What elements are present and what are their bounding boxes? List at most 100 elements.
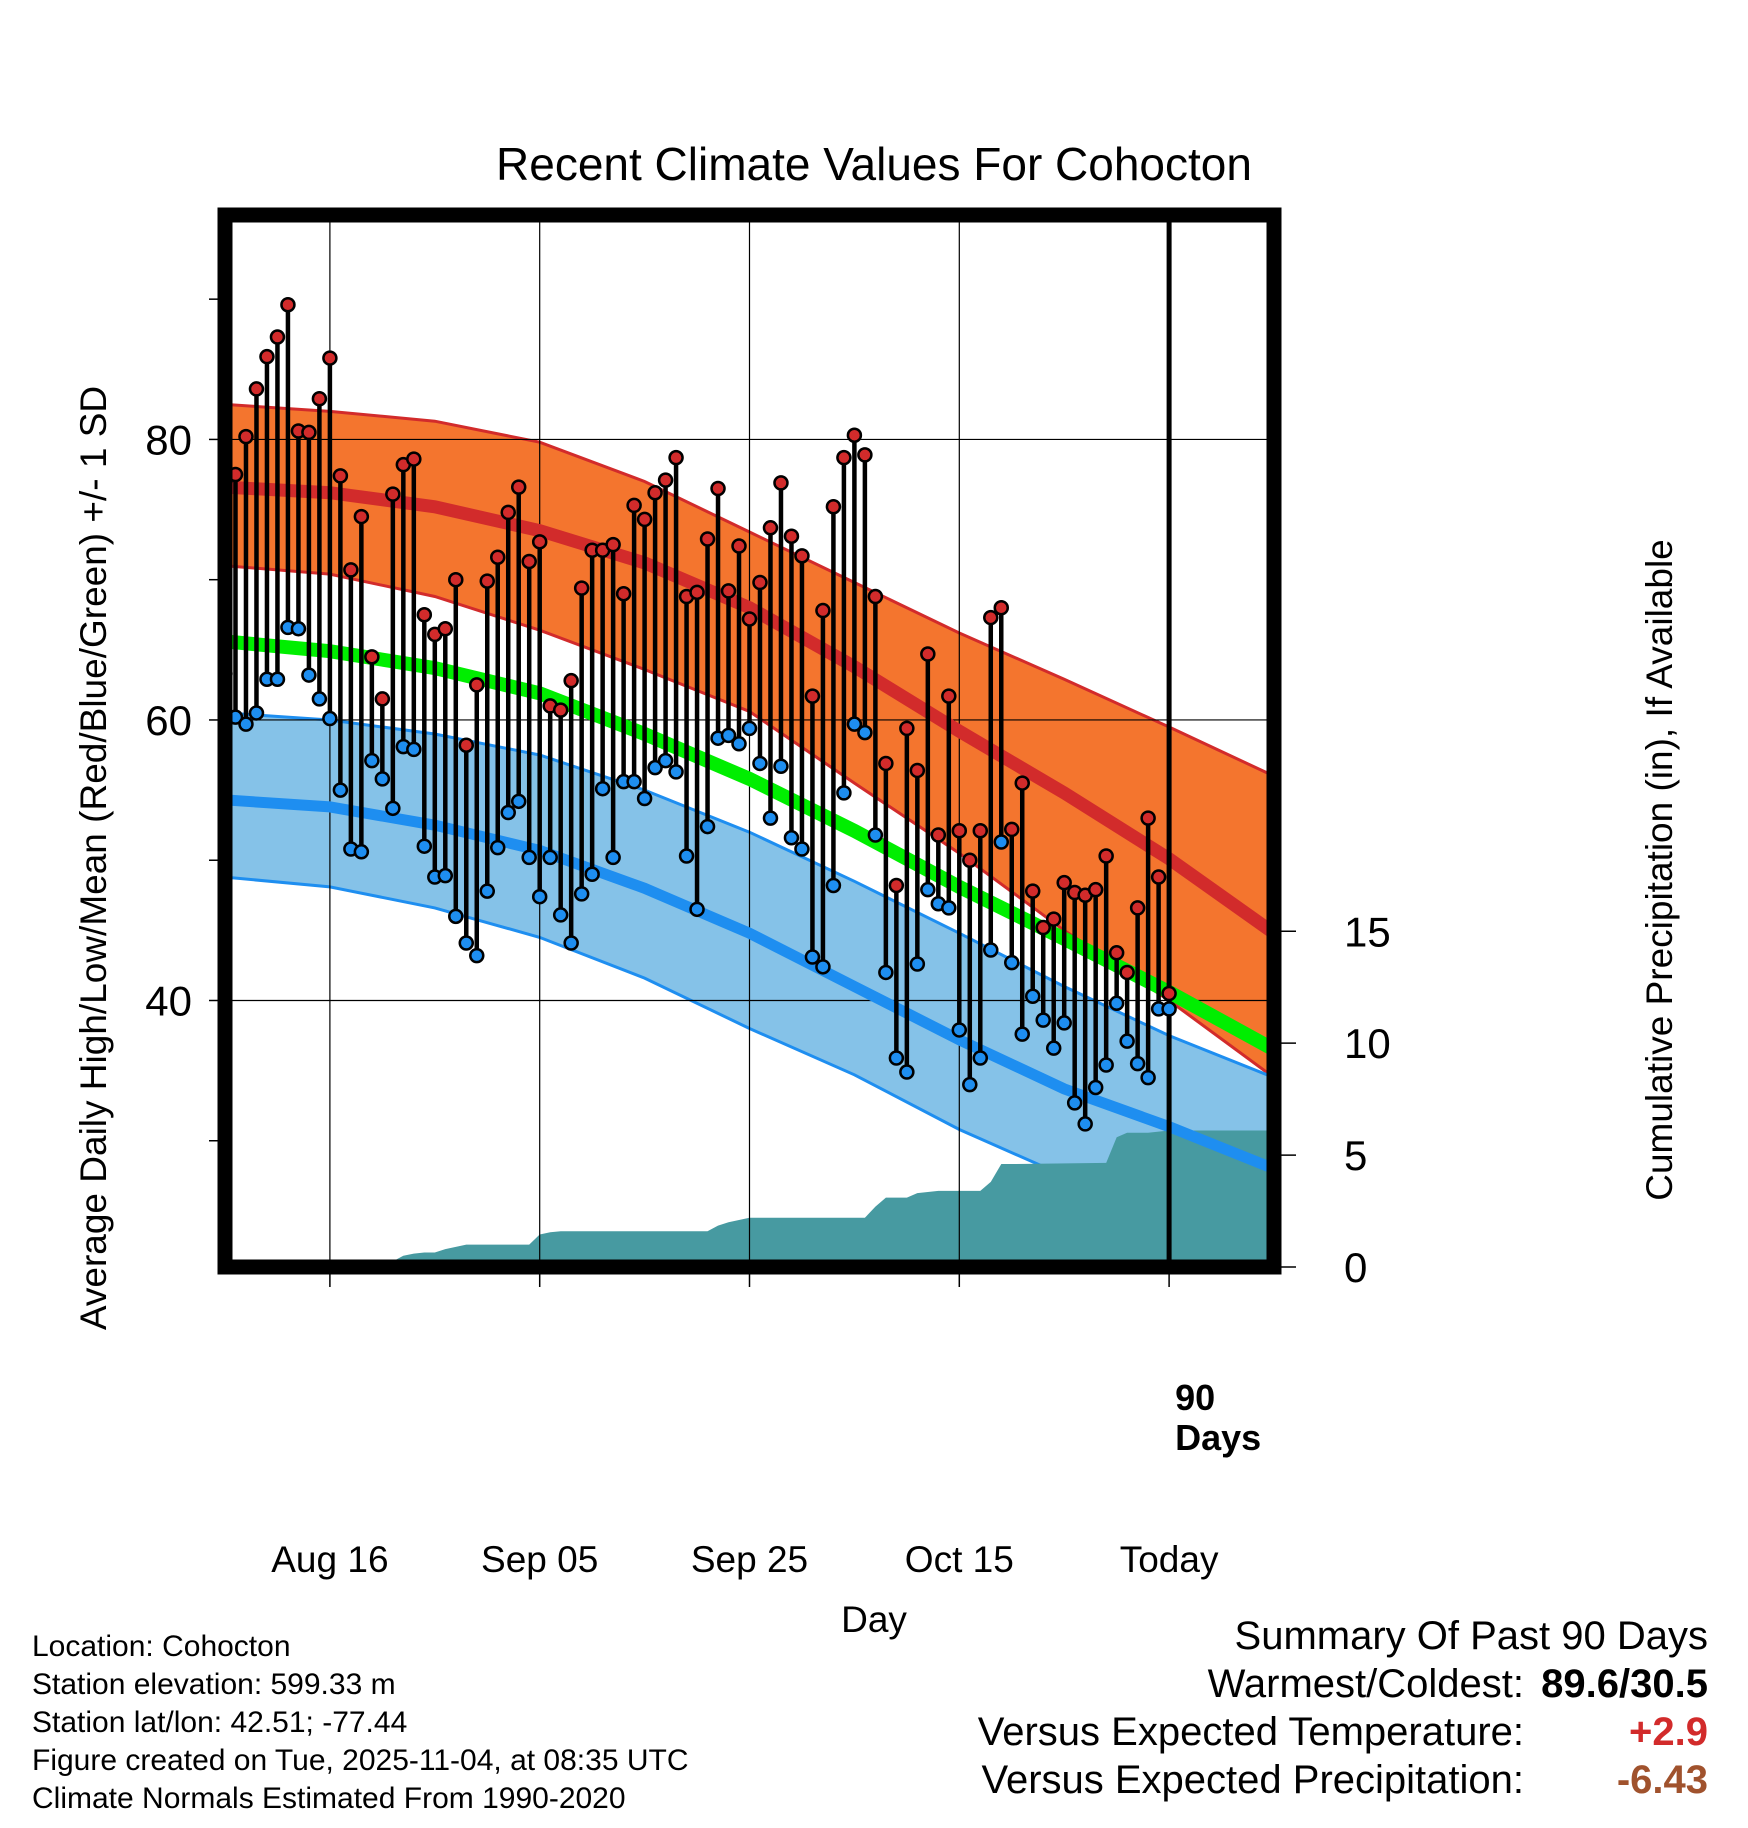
daily-high-marker [416, 607, 433, 623]
daily-high-marker [353, 508, 370, 525]
daily-high-marker [752, 574, 768, 591]
daily-low-marker [1056, 1015, 1072, 1031]
daily-high-marker [458, 737, 475, 753]
x-axis-label: Day [841, 1599, 907, 1640]
daily-high-marker [699, 531, 716, 547]
daily-high-marker [920, 646, 936, 662]
daily-low-marker [920, 881, 936, 898]
daily-high-marker [332, 468, 349, 484]
daily-low-marker [248, 705, 265, 721]
summary-precipitation: Versus Expected Precipitation: -6.43 [808, 1756, 1708, 1804]
daily-low-marker [731, 736, 747, 752]
daily-high-marker [762, 520, 779, 536]
daily-high-marker [259, 348, 275, 365]
daily-high-marker [668, 449, 684, 466]
daily-low-marker [888, 1050, 905, 1066]
daily-high-marker [269, 329, 286, 345]
daily-high-marker [825, 499, 842, 515]
daily-low-marker [374, 771, 391, 787]
daily-high-marker [374, 691, 391, 707]
daily-high-marker [573, 580, 590, 596]
daily-low-marker [972, 1050, 989, 1066]
daily-low-marker [353, 844, 370, 860]
daily-low-marker [951, 1022, 968, 1038]
daily-high-marker [615, 585, 632, 602]
daily-low-marker [1161, 1001, 1177, 1017]
daily-low-marker [290, 621, 307, 637]
elevation-text: Station elevation: 599.33 m [32, 1668, 396, 1701]
daily-high-marker [867, 588, 884, 605]
daily-high-marker [773, 475, 789, 491]
y-tick-label: 80 [145, 416, 192, 463]
daily-low-marker [238, 716, 254, 732]
plot-content [225, 215, 1274, 1267]
daily-high-marker [962, 852, 978, 868]
daily-low-marker [804, 949, 821, 965]
temp-label: Versus Expected Temperature: [977, 1710, 1524, 1754]
daily-high-marker [626, 497, 642, 514]
axes: 40 60 80 0 5 10 15 Aug 16 Sep 05 Sep 25 Oct 15 Toda… [145, 207, 1391, 1580]
daily-high-marker [1087, 881, 1104, 898]
daily-high-marker [993, 599, 1010, 616]
warmest-coldest-value: 89.6/30.5 [1541, 1662, 1708, 1706]
daily-low-marker [993, 834, 1010, 850]
daily-high-marker [469, 677, 485, 693]
daily-low-marker [699, 818, 716, 835]
daily-low-marker [773, 758, 789, 774]
daily-high-marker [836, 449, 852, 466]
daily-high-marker [563, 672, 579, 689]
daily-high-marker [846, 427, 863, 443]
daily-low-marker [668, 764, 684, 780]
daily-low-marker [510, 793, 527, 810]
daily-low-marker [689, 901, 705, 918]
y2-tick-label: 15 [1344, 908, 1391, 955]
daily-low-marker [752, 755, 768, 772]
daily-low-marker [469, 947, 485, 964]
daily-low-marker [416, 838, 433, 854]
precip-label: Versus Expected Precipitation: [981, 1758, 1524, 1802]
summary-warmest-coldest: Warmest/Coldest: 89.6/30.5 [808, 1660, 1708, 1708]
daily-low-marker [941, 900, 957, 916]
daily-low-marker [878, 964, 894, 981]
daily-low-marker [458, 935, 475, 951]
daily-high-marker [1098, 848, 1114, 864]
daily-high-marker [731, 538, 747, 554]
daily-high-marker [343, 562, 359, 578]
y-axis-label: Average Daily High/Low/Mean (Red/Blue/Gr… [73, 386, 114, 1330]
daily-low-marker [909, 956, 926, 972]
daily-low-marker [1077, 1116, 1093, 1132]
daily-high-marker [1161, 985, 1177, 1002]
daily-low-marker [1004, 954, 1020, 971]
daily-low-marker [594, 780, 611, 797]
daily-low-marker [406, 741, 422, 758]
daily-high-marker [605, 536, 621, 553]
x-tick-label: Today [1120, 1539, 1219, 1580]
daily-low-marker [1024, 988, 1041, 1005]
daily-low-marker [794, 841, 810, 857]
daily-low-marker [584, 866, 600, 883]
y-tick-label: 40 [145, 977, 192, 1024]
daily-high-marker [720, 583, 737, 599]
daily-high-marker [1014, 775, 1030, 791]
daily-high-marker [238, 428, 254, 445]
daily-low-marker [552, 907, 569, 923]
daily-low-marker [364, 752, 380, 769]
daily-low-marker [563, 935, 579, 951]
daily-low-marker [836, 785, 852, 801]
summary-title: Summary Of Past 90 Days [1234, 1614, 1708, 1658]
summary-panel: Summary Of Past 90 Days Warmest/Coldest:… [808, 1612, 1708, 1804]
daily-low-marker [605, 849, 621, 866]
high-mean-line [225, 480, 1274, 939]
daily-low-marker [1098, 1057, 1114, 1073]
daily-low-marker [762, 810, 779, 826]
daily-high-marker [899, 720, 915, 737]
daily-high-marker [878, 755, 894, 772]
daily-low-marker [1045, 1040, 1062, 1056]
daily-low-marker [500, 804, 516, 821]
latlon-text: Station lat/lon: 42.51; -77.44 [32, 1706, 408, 1739]
daily-low-marker [1108, 995, 1125, 1012]
daily-low-marker [489, 839, 506, 856]
daily-low-marker [448, 908, 464, 925]
daily-high-marker [552, 702, 569, 718]
